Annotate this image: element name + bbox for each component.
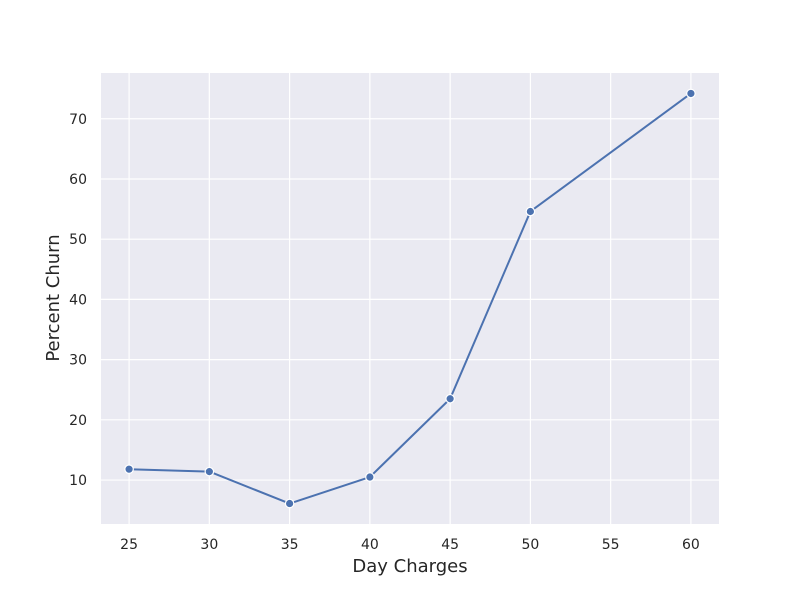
grid-lines <box>101 73 719 524</box>
x-tick-label: 55 <box>602 537 620 553</box>
data-point <box>445 393 455 404</box>
y-tick-label: 10 <box>69 473 87 489</box>
y-tick-label: 60 <box>69 172 87 188</box>
data-point <box>124 464 134 475</box>
x-tick-label: 25 <box>120 537 138 553</box>
y-tick-label: 30 <box>69 353 87 369</box>
y-tick-labels: 10 20 30 40 50 60 70 <box>69 112 87 489</box>
x-tick-labels: 25 30 35 40 45 50 55 60 <box>120 537 700 553</box>
x-axis-title: Day Charges <box>352 556 467 577</box>
x-tick-label: 30 <box>200 537 218 553</box>
y-tick-label: 40 <box>69 292 87 308</box>
data-point <box>525 206 536 217</box>
y-axis-title: Percent Churn <box>43 234 64 361</box>
x-tick-label: 60 <box>682 537 700 553</box>
data-point <box>284 498 295 509</box>
series-layer <box>124 88 696 509</box>
y-tick-label: 50 <box>69 232 87 248</box>
x-tick-label: 40 <box>361 537 379 553</box>
y-tick-label: 20 <box>69 413 87 429</box>
x-tick-label: 45 <box>441 537 459 553</box>
x-tick-label: 35 <box>281 537 299 553</box>
y-tick-label: 70 <box>69 112 87 128</box>
data-point <box>365 472 375 482</box>
data-point <box>686 88 696 99</box>
x-tick-label: 50 <box>521 537 539 553</box>
data-point <box>204 466 215 477</box>
